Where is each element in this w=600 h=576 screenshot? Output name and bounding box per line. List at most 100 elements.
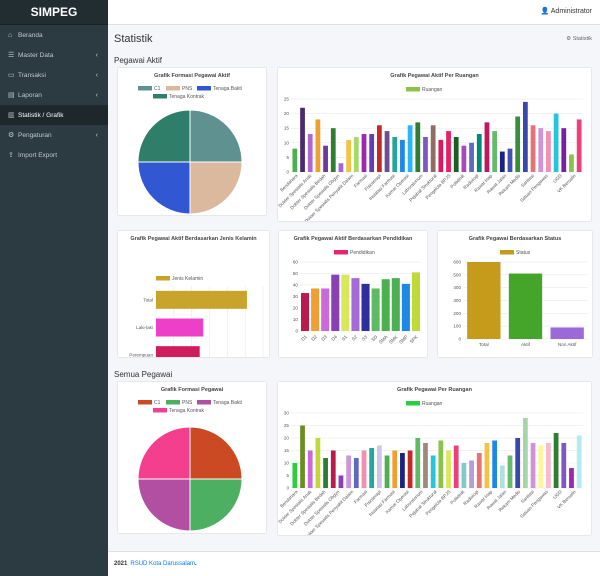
- legend-label: C1: [154, 86, 161, 92]
- y-tick-label: Laki-laki: [136, 325, 153, 330]
- bar: [538, 445, 544, 488]
- y-tick-label: 0: [295, 329, 298, 334]
- legend-swatch: [406, 401, 420, 406]
- bar: [522, 101, 528, 172]
- bar: [369, 134, 375, 172]
- bar: [538, 128, 544, 172]
- sidebar-item-master-data[interactable]: ☰ Master Data ‹: [0, 45, 108, 65]
- bar: [307, 450, 313, 488]
- y-tick-label: Total: [143, 297, 153, 302]
- chart-title: Grafik Pegawai Aktif Per Ruangan: [390, 73, 479, 79]
- bar: [515, 438, 521, 488]
- bar: [311, 288, 320, 331]
- y-tick-label: Perempuan: [129, 353, 153, 357]
- legend-label: C1: [154, 400, 161, 406]
- bar: [561, 128, 567, 172]
- bar: [476, 134, 482, 172]
- sidebar-item-beranda[interactable]: ⌂ Beranda: [0, 25, 108, 45]
- sidebar-item-pengaturan[interactable]: ⚙ Pengaturan ‹: [0, 125, 108, 145]
- pie-slice: [137, 478, 191, 532]
- bar: [300, 107, 305, 172]
- user-menu[interactable]: 👤 Administrator: [540, 7, 592, 15]
- bar: [569, 154, 574, 172]
- bar: [423, 443, 428, 488]
- bar: [453, 136, 459, 172]
- bar: [353, 458, 359, 488]
- card-pie-active: Grafik Formasi Pegawai Aktif C1 PNS Tenaga…: [118, 68, 266, 215]
- bar: [430, 455, 436, 488]
- section-title-all: Semua Pegawai: [114, 370, 173, 379]
- bar: [300, 425, 305, 488]
- bar: [492, 440, 498, 488]
- y-tick-label: 5: [286, 473, 289, 478]
- bar: [446, 450, 451, 488]
- y-tick-label: 100: [453, 324, 461, 329]
- bar: [499, 465, 505, 488]
- bar: [353, 136, 359, 172]
- bar: [323, 145, 328, 172]
- y-tick-label: 20: [284, 111, 290, 116]
- sidebar-item-statistik-grafik[interactable]: ▥ Statistik / Grafik: [0, 105, 108, 125]
- bar: [507, 455, 513, 488]
- sidebar-item-import-export[interactable]: ⇪ Import Export: [0, 145, 108, 165]
- bar: [484, 443, 490, 488]
- y-tick-label: 30: [284, 411, 290, 416]
- dashboard-icon: ⚙: [566, 36, 572, 42]
- bar: [492, 131, 498, 172]
- legend-swatch: [153, 94, 167, 99]
- legend-swatch: [153, 408, 167, 413]
- bar: [381, 279, 390, 331]
- bar: [384, 131, 390, 172]
- pie-slice: [137, 426, 191, 480]
- y-tick-label: 60: [293, 260, 299, 265]
- bar: [415, 438, 421, 488]
- legend-label: Pendidikan: [350, 250, 375, 256]
- sidebar: SIMPEG ⌂ Beranda ☰ Master Data ‹ ▭ Transaksi ‹ ▤…: [0, 0, 108, 576]
- bar: [576, 435, 582, 488]
- bar: [530, 125, 536, 172]
- app-brand[interactable]: SIMPEG: [0, 0, 108, 25]
- sidebar-item-label: Transaksi: [18, 71, 46, 79]
- breadcrumb[interactable]: ⚙ Statistik: [566, 36, 592, 42]
- bar-chart-status: Status 0 100 200 300 400 500 600 Total Aktif Non A…: [453, 250, 588, 347]
- bar: [411, 272, 420, 331]
- x-tick-label: D3: [320, 334, 328, 342]
- y-tick-label: 500: [453, 272, 461, 277]
- bar: [346, 139, 352, 172]
- chevron-left-icon: ‹: [95, 71, 98, 79]
- y-tick-label: 5: [286, 155, 289, 160]
- bar: [301, 293, 310, 331]
- bar: [546, 443, 551, 488]
- bar: [438, 440, 444, 488]
- sidebar-item-label: Master Data: [18, 51, 54, 59]
- card-pie-all: Grafik Formasi Pegawai C1 PNS Tenaga Bakti…: [118, 382, 266, 533]
- bar: [401, 283, 410, 331]
- bar: [550, 327, 584, 339]
- bar: [430, 125, 436, 172]
- bar: [346, 455, 352, 488]
- sidebar-item-label: Pengaturan: [18, 131, 52, 139]
- bar: [438, 139, 444, 172]
- chevron-left-icon: ‹: [95, 91, 98, 99]
- x-tick-label: D1: [300, 334, 308, 342]
- chart-title: Grafik Formasi Pegawai Aktif: [154, 73, 230, 79]
- main-content: Statistik ⚙ Statistik Pegawai Aktif Graf…: [108, 25, 600, 551]
- gear-icon: ⚙: [8, 132, 15, 139]
- x-tick-label: S3: [361, 334, 369, 342]
- y-tick-label: 20: [293, 306, 299, 311]
- y-tick-label: 0: [286, 486, 289, 491]
- section-title-active: Pegawai Aktif: [114, 56, 163, 65]
- bar: [361, 450, 367, 488]
- breadcrumb-label: Statistik: [572, 36, 592, 42]
- bar: [469, 460, 474, 488]
- legend-swatch: [138, 86, 152, 91]
- pie-slice: [189, 478, 243, 532]
- y-tick-label: 400: [453, 285, 461, 290]
- bar: [156, 290, 247, 309]
- sidebar-item-laporan[interactable]: ▤ Laporan ‹: [0, 85, 108, 105]
- sidebar-item-transaksi[interactable]: ▭ Transaksi ‹: [0, 65, 108, 85]
- footer-org-link[interactable]: RSUD Kota Darussalam: [130, 561, 196, 567]
- pie-slice: [189, 109, 243, 163]
- bar: [407, 450, 413, 488]
- sidebar-item-label: Statistik / Grafik: [18, 111, 64, 119]
